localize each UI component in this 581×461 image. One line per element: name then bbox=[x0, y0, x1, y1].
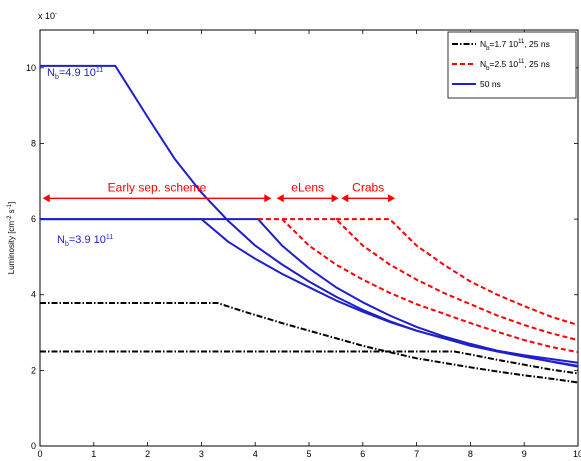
annotation-layer: Early sep. scheme eLens Crabs bbox=[42, 180, 396, 203]
span-arrowhead-right bbox=[388, 194, 396, 203]
legend-label: 50 ns bbox=[480, 79, 501, 89]
series-line-4 bbox=[257, 218, 579, 354]
x-tick-label: 0 bbox=[37, 449, 42, 459]
y-tick-label: 0 bbox=[31, 441, 36, 451]
span-arrowhead-right bbox=[331, 194, 339, 203]
series-line-6 bbox=[335, 218, 579, 326]
plot-frame bbox=[39, 29, 579, 447]
x-tick-label: 10 bbox=[573, 449, 581, 459]
x-tick-label: 3 bbox=[199, 449, 204, 459]
x-tick-label: 7 bbox=[414, 449, 419, 459]
y-tick-label: 4 bbox=[31, 290, 36, 300]
y-axis-label: Luminosity [cm-2 s-1] bbox=[7, 202, 16, 275]
span-label: Crabs bbox=[352, 180, 384, 194]
annotation-ne-high: Nb=4.9 1011 bbox=[47, 67, 103, 81]
y-exponent-label: x 10- bbox=[38, 11, 57, 21]
y-tick-label: 10 bbox=[26, 63, 36, 73]
legend-label: Nb=2.5 1011, 25 ns bbox=[480, 59, 550, 72]
series-line-5 bbox=[282, 218, 579, 342]
x-tick-label: 1 bbox=[91, 449, 96, 459]
y-tick-label: 2 bbox=[31, 365, 36, 375]
span-label: Early sep. scheme bbox=[108, 180, 207, 194]
x-tick-label: 9 bbox=[522, 449, 527, 459]
span-arrowhead-right bbox=[264, 194, 272, 203]
y-tick-label: 6 bbox=[31, 214, 36, 224]
legend: Nb=1.7 1011, 25 ns Nb=2.5 1011, 25 ns 50 n… bbox=[447, 31, 577, 99]
x-tick-label: 4 bbox=[253, 449, 258, 459]
x-tick-label: 6 bbox=[360, 449, 365, 459]
span-label: eLens bbox=[291, 180, 324, 194]
span-arrowhead-left bbox=[341, 194, 349, 203]
axis-ticks: 0 1 2 3 4 5 6 7 8 9 10 0 2 4 6 8 10 bbox=[26, 30, 581, 459]
annotation-ne-low: Nb=3.9 1011 bbox=[57, 234, 113, 248]
series-line-8 bbox=[40, 350, 579, 375]
x-tick-label: 5 bbox=[306, 449, 311, 459]
span-arrowhead-left bbox=[42, 194, 50, 203]
legend-label: Nb=1.7 1011, 25 ns bbox=[480, 39, 550, 52]
y-tick-label: 8 bbox=[31, 138, 36, 148]
series-line-3 bbox=[40, 218, 579, 367]
x-tick-label: 8 bbox=[468, 449, 473, 459]
series-layer bbox=[40, 64, 579, 384]
span-arrowhead-left bbox=[276, 194, 284, 203]
x-tick-label: 2 bbox=[145, 449, 150, 459]
